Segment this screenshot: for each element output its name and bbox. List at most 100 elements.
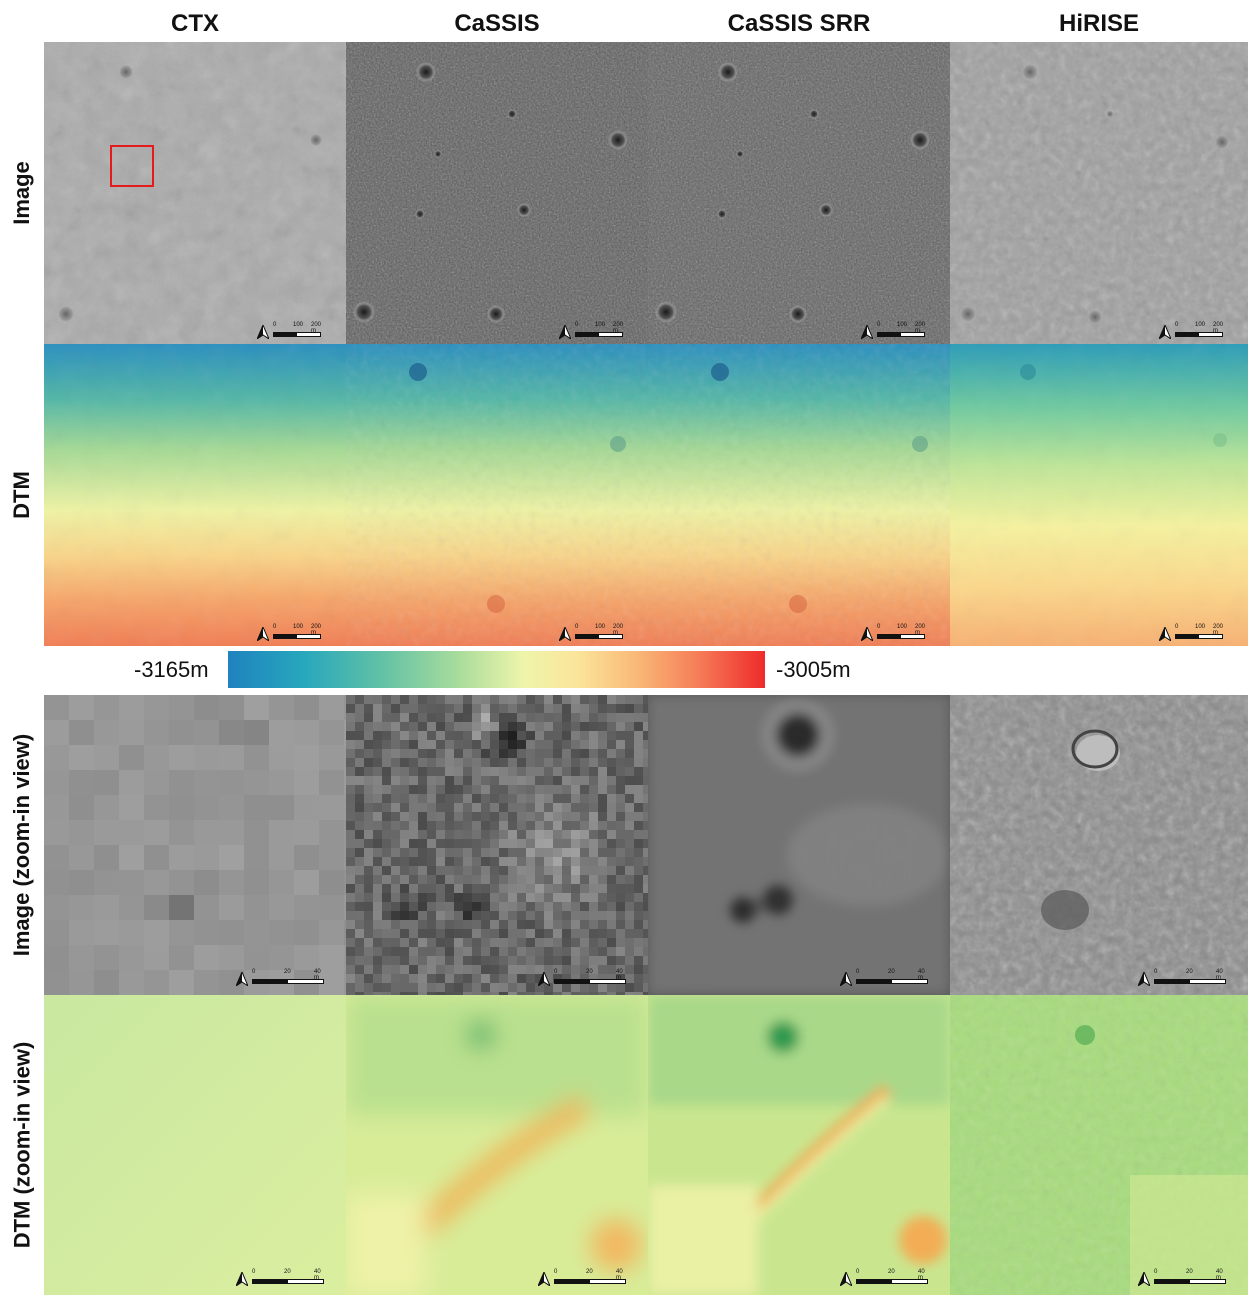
scale-tick-2: 200 m (613, 624, 624, 636)
north-arrow-icon (1136, 970, 1152, 988)
column-header-hirise: HiRISE (1058, 10, 1139, 37)
north-arrow-icon (859, 625, 875, 643)
north-arrow-icon (859, 323, 875, 341)
scale-bar: 0 20 40 m (554, 969, 626, 991)
scale-tick-0: 0 (1154, 1269, 1158, 1275)
scale-bar-graphic (273, 332, 321, 337)
scale-tick-0: 0 (252, 969, 256, 975)
scale-bar-graphic (877, 634, 925, 639)
scale-tick-2: 40 m (918, 969, 925, 981)
scale-bar-graphic (1154, 979, 1226, 984)
north-arrow-icon (255, 625, 271, 643)
scale-bar-graphic (252, 979, 324, 984)
scale-tick-0: 0 (877, 624, 881, 630)
scale-tick-1: 100 (595, 624, 606, 630)
north-arrow-icon (536, 970, 552, 988)
scale-tick-2: 40 m (1216, 1269, 1223, 1281)
column-header-cassis: CaSSIS (454, 10, 540, 37)
dtm-hirise (950, 344, 1248, 646)
scale-bar: 0 100 200 m (1175, 624, 1223, 646)
north-arrow-icon (557, 625, 573, 643)
scale-bar-graphic (554, 979, 626, 984)
scale-tick-0: 0 (575, 624, 579, 630)
image-cassis (346, 42, 648, 344)
elevation-colorbar (228, 651, 765, 688)
image-ctx (44, 42, 346, 344)
north-arrow-icon (234, 970, 250, 988)
north-arrow-icon (1157, 625, 1173, 643)
scale-tick-0: 0 (252, 1269, 256, 1275)
scale-bar: 0 20 40 m (856, 969, 928, 991)
scale-tick-2: 40 m (1216, 969, 1223, 981)
scale-bar: 0 20 40 m (252, 1269, 324, 1291)
scale-tick-1: 100 (897, 624, 908, 630)
scale-tick-1: 20 (586, 969, 593, 975)
dtm-ctx (44, 344, 346, 646)
scale-bar-graphic (1175, 634, 1223, 639)
scale-tick-0: 0 (1175, 624, 1179, 630)
north-arrow-icon (838, 970, 854, 988)
image-zoom-hirise (950, 695, 1248, 995)
scale-bar-graphic (554, 1279, 626, 1284)
north-arrow-icon (838, 1270, 854, 1288)
dtm-cassis (346, 344, 648, 646)
scale-tick-1: 20 (586, 1269, 593, 1275)
zoom-region-box (110, 145, 154, 187)
scale-bar: 0 100 200 m (575, 624, 623, 646)
column-header-ctx: CTX (171, 10, 219, 37)
scale-bar: 0 20 40 m (1154, 969, 1226, 991)
north-arrow-icon (536, 1270, 552, 1288)
scale-tick-1: 20 (1186, 1269, 1193, 1275)
scale-tick-2: 200 m (915, 624, 926, 636)
scale-bar: 0 100 200 m (273, 322, 321, 344)
scale-bar: 0 100 200 m (273, 624, 321, 646)
dtm-zoom-hirise (950, 995, 1248, 1295)
scale-tick-1: 100 (1195, 322, 1206, 328)
scale-tick-0: 0 (273, 624, 277, 630)
image-cassis-srr (648, 42, 950, 344)
scale-tick-2: 40 m (616, 969, 623, 981)
scale-bar: 0 100 200 m (1175, 322, 1223, 344)
image-zoom-cassis (346, 695, 648, 995)
scale-tick-1: 100 (595, 322, 606, 328)
scale-tick-1: 100 (1195, 624, 1206, 630)
scale-tick-0: 0 (554, 1269, 558, 1275)
north-arrow-icon (255, 323, 271, 341)
scale-tick-1: 20 (1186, 969, 1193, 975)
scale-tick-2: 40 m (314, 1269, 321, 1281)
dtm-zoom-cassis-srr (648, 995, 950, 1295)
scale-tick-2: 40 m (314, 969, 321, 981)
image-zoom-ctx (44, 695, 346, 995)
row-label-dtm: DTM (9, 471, 34, 519)
dtm-zoom-cassis (346, 995, 648, 1295)
scale-bar: 0 20 40 m (856, 1269, 928, 1291)
scale-tick-0: 0 (856, 1269, 860, 1275)
scale-bar: 0 20 40 m (1154, 1269, 1226, 1291)
scale-tick-1: 100 (293, 624, 304, 630)
colorbar-max-label: -3005m (776, 657, 851, 682)
scale-tick-1: 100 (897, 322, 908, 328)
scale-tick-1: 20 (888, 969, 895, 975)
scale-tick-1: 20 (284, 1269, 291, 1275)
scale-tick-0: 0 (554, 969, 558, 975)
scale-tick-0: 0 (273, 322, 277, 328)
scale-bar-graphic (877, 332, 925, 337)
column-header-cassis-srr: CaSSIS SRR (727, 10, 871, 37)
dtm-zoom-ctx (44, 995, 346, 1295)
north-arrow-icon (1136, 1270, 1152, 1288)
image-hirise (950, 42, 1248, 344)
scale-bar: 0 20 40 m (252, 969, 324, 991)
scale-tick-2: 200 m (915, 322, 926, 334)
scale-bar-graphic (252, 1279, 324, 1284)
scale-tick-2: 40 m (616, 1269, 623, 1281)
scale-bar-graphic (575, 634, 623, 639)
scale-tick-0: 0 (1175, 322, 1179, 328)
scale-bar-graphic (1175, 332, 1223, 337)
scale-tick-2: 200 m (1213, 322, 1224, 334)
scale-tick-0: 0 (877, 322, 881, 328)
scale-tick-1: 20 (284, 969, 291, 975)
scale-bar: 0 100 200 m (877, 624, 925, 646)
colorbar-min-label: -3165m (134, 657, 209, 682)
north-arrow-icon (234, 1270, 250, 1288)
scale-tick-2: 200 m (311, 322, 322, 334)
